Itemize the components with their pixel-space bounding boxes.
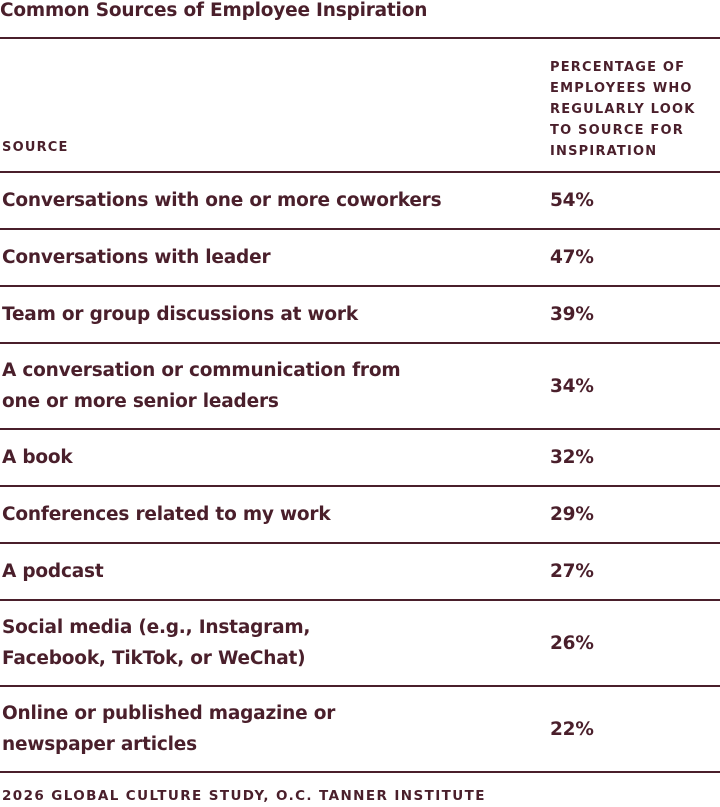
row-percentage-value: 34% xyxy=(550,375,594,397)
table-row: Social media (e.g., Instagram, Facebook, … xyxy=(0,601,720,687)
row-percentage-value: 47% xyxy=(550,247,594,268)
table-row: A conversation or communication from one … xyxy=(0,344,720,430)
table-row: A podcast 27% xyxy=(0,544,720,601)
row-percentage-value: 26% xyxy=(550,632,594,654)
row-percentage-value: 32% xyxy=(550,447,594,468)
table-header: SOURCE PERCENTAGE OF EMPLOYEES WHO REGUL… xyxy=(0,39,720,173)
row-percentage-value: 27% xyxy=(550,561,594,582)
row-source-label: A conversation or communication from one … xyxy=(2,360,401,412)
row-source-label: Conversations with leader xyxy=(2,247,271,268)
table-row: Online or published magazine or newspaper… xyxy=(0,687,720,773)
row-source-label: Conversations with one or more coworkers xyxy=(2,190,442,211)
table-row: Conversations with leader 47% xyxy=(0,230,720,287)
table-body: Conversations with one or more coworkers… xyxy=(0,173,720,773)
inspiration-table: SOURCE PERCENTAGE OF EMPLOYEES WHO REGUL… xyxy=(0,37,720,773)
row-percentage-value: 54% xyxy=(550,190,594,211)
column-header-percentage: PERCENTAGE OF EMPLOYEES WHO REGULARLY LO… xyxy=(550,60,696,159)
row-percentage-value: 39% xyxy=(550,304,594,325)
row-source-label: A podcast xyxy=(2,561,104,582)
table-row: Conferences related to my work 29% xyxy=(0,487,720,544)
row-source-label: Team or group discussions at work xyxy=(2,304,358,325)
table-row: A book 32% xyxy=(0,430,720,487)
source-footnote: 2026 GLOBAL CULTURE STUDY, O.C. TANNER I… xyxy=(2,788,486,804)
table-row: Team or group discussions at work 39% xyxy=(0,287,720,344)
row-source-label: A book xyxy=(2,447,73,468)
table-row: Conversations with one or more coworkers… xyxy=(0,173,720,230)
table-title: Common Sources of Employee Inspiration xyxy=(0,0,428,21)
row-source-label: Online or published magazine or newspaper… xyxy=(2,703,336,755)
row-percentage-value: 29% xyxy=(550,504,594,525)
row-percentage-value: 22% xyxy=(550,718,594,740)
row-source-label: Conferences related to my work xyxy=(2,504,331,525)
column-header-source: SOURCE xyxy=(2,140,69,155)
row-source-label: Social media (e.g., Instagram, Facebook, … xyxy=(2,617,311,669)
